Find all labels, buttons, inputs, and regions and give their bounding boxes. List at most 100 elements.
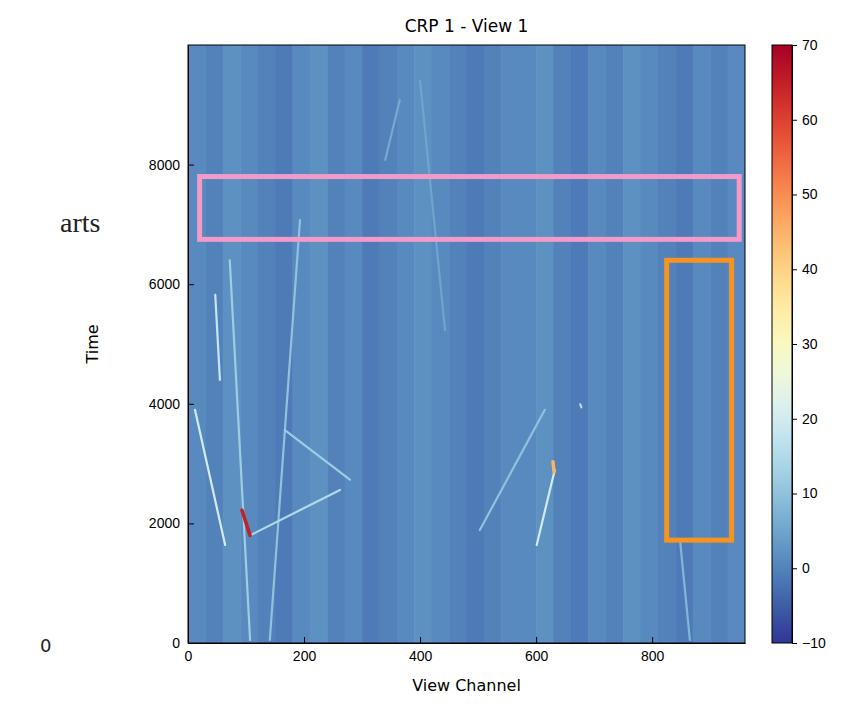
tick: 0 bbox=[792, 560, 810, 576]
tick-label: 4000 bbox=[149, 396, 180, 412]
heatmap-cell bbox=[205, 45, 223, 643]
track bbox=[195, 410, 225, 545]
heatmap-cell bbox=[519, 45, 537, 643]
tick: 400 bbox=[409, 637, 433, 664]
tick-label: 40 bbox=[802, 261, 818, 277]
x-axis-title: View Channel bbox=[412, 676, 521, 695]
tick-label: 400 bbox=[409, 648, 433, 664]
tick: 30 bbox=[792, 336, 818, 352]
heatmap-cell bbox=[484, 45, 502, 643]
heatmap-cell bbox=[449, 45, 467, 643]
heatmap-cell bbox=[258, 45, 276, 643]
track bbox=[580, 404, 581, 407]
track bbox=[480, 410, 545, 530]
tick: 800 bbox=[641, 637, 665, 664]
tick: 2000 bbox=[149, 515, 194, 531]
track bbox=[242, 510, 250, 535]
heatmap-cell bbox=[623, 45, 641, 643]
tick-label: 200 bbox=[293, 648, 317, 664]
x-axis: 0 200 400 600 800 bbox=[185, 637, 746, 664]
tick: 10 bbox=[792, 485, 818, 501]
tick-mark bbox=[536, 637, 537, 643]
heatmap-cell bbox=[710, 45, 728, 643]
track bbox=[420, 81, 445, 330]
tick: −10 bbox=[792, 635, 826, 651]
plot-area bbox=[188, 45, 745, 643]
heatmap-cell bbox=[554, 45, 572, 643]
tick: 70 bbox=[792, 37, 818, 53]
track bbox=[553, 462, 554, 472]
heatmap-cell bbox=[693, 45, 711, 643]
tick-label: 70 bbox=[802, 37, 818, 53]
tick-mark bbox=[792, 120, 797, 121]
axis-line bbox=[189, 643, 746, 644]
tick-mark bbox=[188, 404, 194, 405]
tick: 40 bbox=[792, 261, 818, 277]
heatmap-cell bbox=[397, 45, 415, 643]
tick-mark bbox=[792, 195, 797, 196]
track bbox=[680, 540, 690, 640]
tick-mark bbox=[792, 344, 797, 345]
heatmap-cell bbox=[223, 45, 241, 643]
tick-label: 2000 bbox=[149, 515, 180, 531]
tick-label: 8000 bbox=[149, 157, 180, 173]
tick-mark bbox=[652, 637, 653, 643]
colorbar-axis: 70 60 50 40 30 20 10 0 −10 bbox=[792, 37, 826, 651]
heatmap-cell bbox=[240, 45, 258, 643]
tick-label: 0 bbox=[802, 560, 810, 576]
heatmap-cell bbox=[345, 45, 363, 643]
tick-mark bbox=[188, 165, 194, 166]
tick-mark bbox=[792, 45, 797, 46]
tick-mark bbox=[792, 568, 797, 569]
colorbar bbox=[772, 45, 792, 643]
tick: 20 bbox=[792, 411, 818, 427]
highlight-box bbox=[200, 177, 740, 240]
plot-frame bbox=[188, 45, 745, 643]
tick-label: 10 bbox=[802, 485, 818, 501]
heatmap-cell bbox=[571, 45, 589, 643]
heatmap-cell bbox=[188, 45, 206, 643]
heatmap-cell bbox=[414, 45, 432, 643]
tick-mark bbox=[792, 269, 797, 270]
tick-label: 60 bbox=[802, 112, 818, 128]
tick: 0 bbox=[172, 635, 194, 651]
heatmap-cell bbox=[327, 45, 345, 643]
tick: 6000 bbox=[149, 276, 194, 292]
tick: 60 bbox=[792, 112, 818, 128]
tick: 600 bbox=[525, 637, 549, 664]
tick-mark bbox=[792, 643, 797, 644]
axis-line bbox=[188, 46, 189, 644]
tick-label: 50 bbox=[802, 186, 818, 202]
tick-mark bbox=[304, 637, 305, 643]
tick-label: 30 bbox=[802, 336, 818, 352]
chart: arts0020040060080002000400060008000CRP 1… bbox=[0, 0, 862, 712]
track bbox=[215, 295, 220, 380]
tick-label: 20 bbox=[802, 411, 818, 427]
tick: 50 bbox=[792, 186, 818, 202]
track bbox=[250, 490, 340, 535]
tick: 4000 bbox=[149, 396, 194, 412]
tick-label: 0 bbox=[185, 648, 193, 664]
annotation: 0 bbox=[40, 635, 51, 656]
heatmap-cell bbox=[641, 45, 659, 643]
track bbox=[537, 470, 555, 545]
tick: 200 bbox=[293, 637, 317, 664]
heatmap-cell bbox=[292, 45, 310, 643]
heatmap-cell bbox=[501, 45, 519, 643]
heatmap-cell bbox=[379, 45, 397, 643]
y-axis-title: Time bbox=[83, 324, 102, 364]
track bbox=[285, 430, 350, 480]
tick-label: 0 bbox=[172, 635, 180, 651]
heatmap-cell bbox=[606, 45, 624, 643]
highlight-box bbox=[667, 260, 732, 540]
tick-mark bbox=[792, 419, 797, 420]
track bbox=[230, 260, 250, 640]
heatmap-cell bbox=[536, 45, 554, 643]
heatmap-cell bbox=[675, 45, 693, 643]
heatmap-cell bbox=[432, 45, 450, 643]
heatmap-cell bbox=[467, 45, 485, 643]
track bbox=[385, 100, 400, 160]
tick-label: 800 bbox=[641, 648, 665, 664]
tick-mark bbox=[188, 523, 194, 524]
heatmap-cell bbox=[310, 45, 328, 643]
